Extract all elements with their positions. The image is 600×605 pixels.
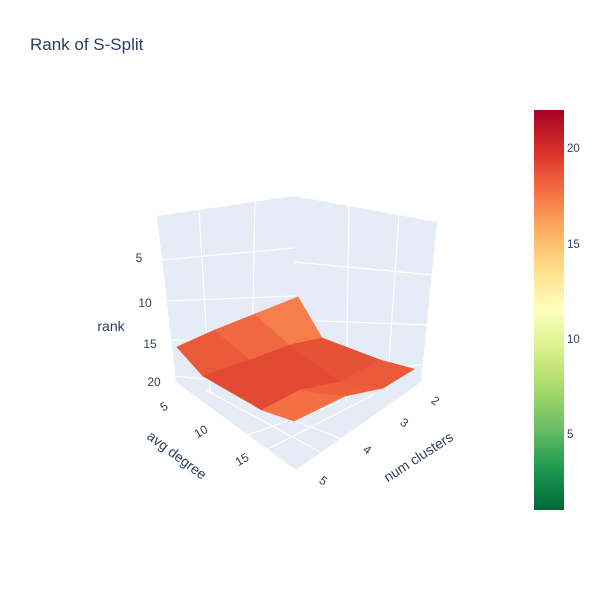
grid-line [233,403,336,441]
z-axis-title: rank [97,318,125,334]
grid-line [205,389,321,453]
grid-line [293,261,434,276]
grid-line [161,247,295,261]
x-tick-label: 4 [361,442,375,457]
z-tick-label: 20 [147,375,161,389]
y-tick-label: 15 [233,450,252,469]
colorbar-tick-label: 10 [567,334,580,346]
grid-line [261,393,376,453]
x-axis-title: num clusters [381,428,456,485]
grid-line [386,214,400,392]
colorbar-gradient [534,110,564,510]
y-tick-label: 10 [192,422,211,441]
z-tick-label: 5 [136,251,143,265]
z-tick-label: 10 [138,296,152,310]
surface-mesh [176,296,416,422]
z-axis: 5 10 15 20 rank [97,251,161,389]
x-tick-label: 2 [429,393,443,408]
colorbar: 5 10 15 20 [534,110,580,510]
colorbar-tick-label: 5 [567,429,573,441]
chart-title: Rank of S-Split [30,35,144,54]
grid-line [294,319,429,326]
x-tick-label: 3 [398,415,412,430]
surface-patch [338,359,416,389]
x-tick-label: 5 [317,473,331,488]
z-tick-label: 15 [143,337,157,351]
floor-plane [176,382,421,470]
y-tick-label: 5 [158,399,171,415]
grid-line [165,295,296,302]
colorbar-tick-label: 20 [567,143,580,155]
colorbar-tick-label: 15 [567,239,580,251]
